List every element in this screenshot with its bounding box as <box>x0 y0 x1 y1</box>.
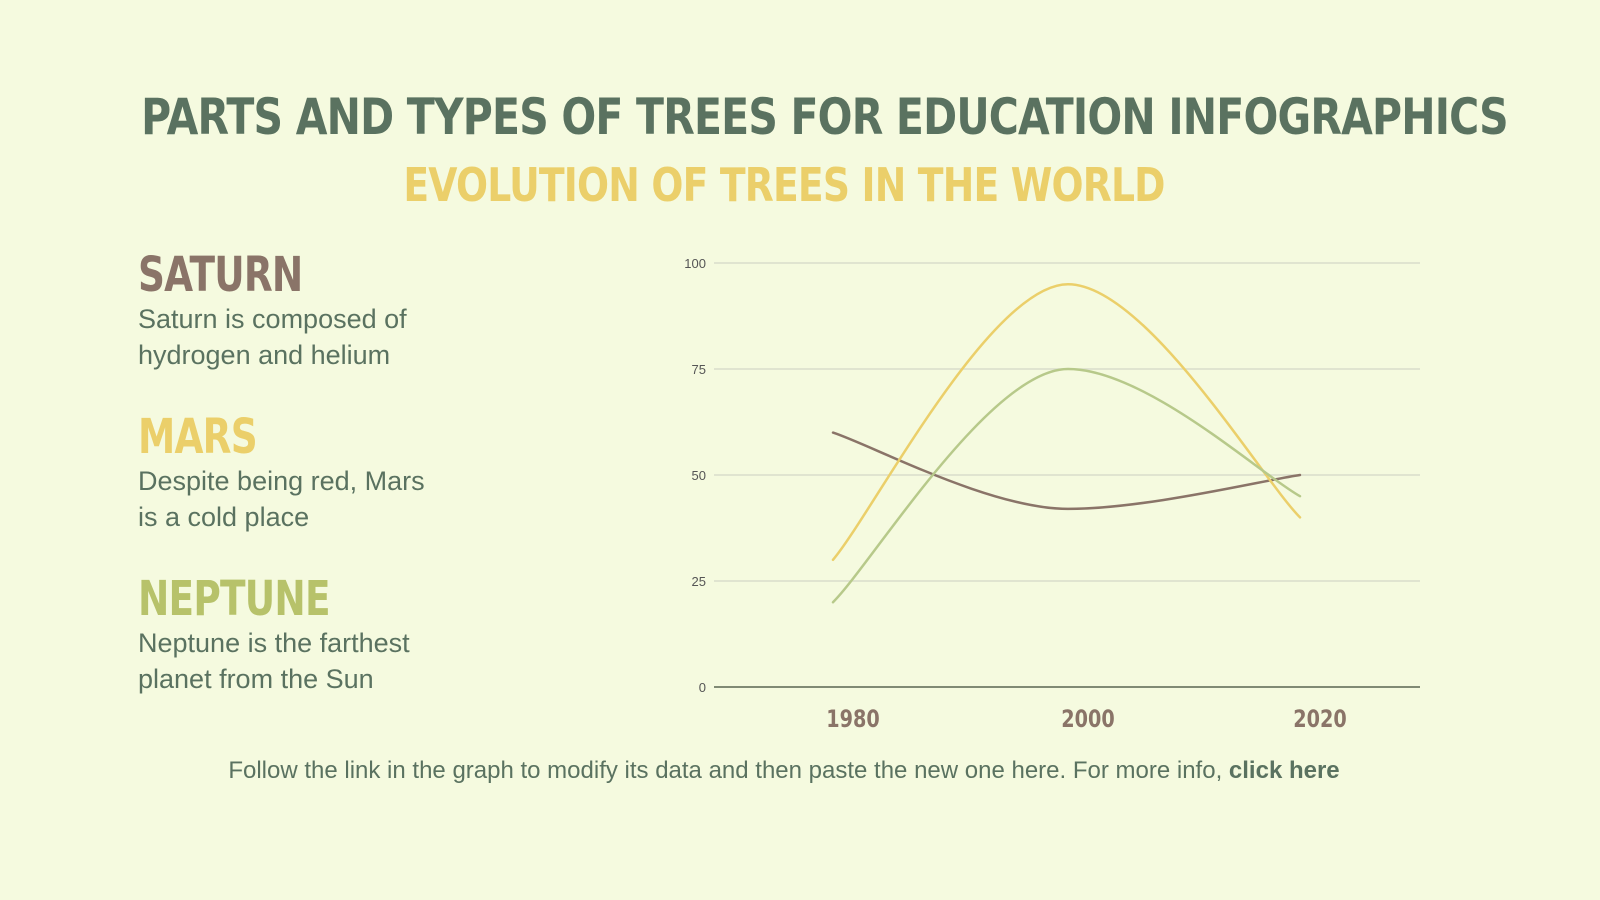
footer-note: Follow the link in the graph to modify i… <box>0 757 1568 785</box>
click-here-link[interactable]: click here <box>1228 757 1340 784</box>
item-heading-neptune: NEPTUNE <box>138 571 331 627</box>
y-tick-label: 100 <box>684 256 706 271</box>
series-line-mars[interactable] <box>831 282 1302 562</box>
item-text-neptune-line2: planet from the Sun <box>138 664 374 694</box>
line-chart[interactable]: 0 25 50 75 100 1980 2000 2020 <box>660 240 1460 750</box>
x-category-label: 2000 <box>1061 706 1114 734</box>
page-subtitle: EVOLUTION OF TREES IN THE WORLD <box>403 158 1165 212</box>
page-title: PARTS AND TYPES OF TREES FOR EDUCATION I… <box>141 88 1509 146</box>
item-text-mars-line2: is a cold place <box>138 502 310 532</box>
x-category-label: 1980 <box>826 706 879 734</box>
y-tick-label: 0 <box>699 680 706 695</box>
item-text-neptune-line1: Neptune is the farthest <box>138 628 410 658</box>
footer-text: Follow the link in the graph to modify i… <box>228 757 1229 784</box>
y-tick-label: 50 <box>692 468 706 483</box>
info-item-neptune: NEPTUNE Neptune is the farthest planet f… <box>138 573 498 697</box>
series-line-saturn[interactable] <box>831 431 1302 511</box>
x-category-label: 2020 <box>1293 706 1346 734</box>
info-item-saturn: SATURN Saturn is composed of hydrogen an… <box>138 249 498 373</box>
item-text-saturn-line1: Saturn is composed of <box>138 304 407 334</box>
item-text-mars-line1: Despite being red, Mars <box>138 466 425 496</box>
series-line-neptune[interactable] <box>831 367 1302 604</box>
info-item-mars: MARS Despite being red, Mars is a cold p… <box>138 411 498 535</box>
item-heading-saturn: SATURN <box>138 247 303 303</box>
line-chart-svg: 0 25 50 75 100 1980 2000 2020 <box>684 256 1420 734</box>
item-heading-mars: MARS <box>138 409 258 465</box>
item-text-saturn-line2: hydrogen and helium <box>138 340 391 370</box>
y-tick-label: 25 <box>692 574 706 589</box>
y-tick-label: 75 <box>692 362 706 377</box>
